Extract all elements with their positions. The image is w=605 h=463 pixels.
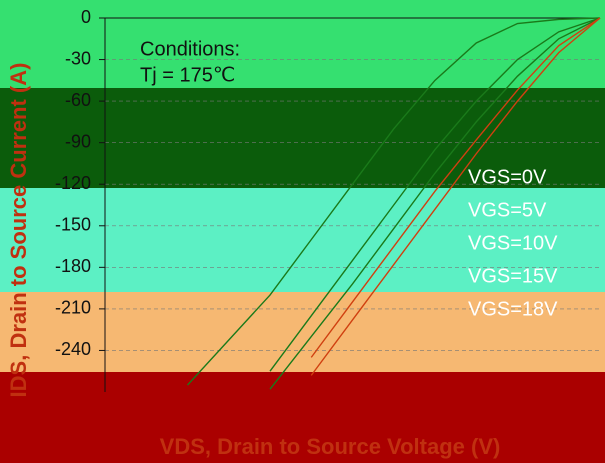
chart: 0 -30 -60 -90 -120 -150 -180 -210 -240 Condition…: [0, 0, 605, 463]
chart-subtitle: Tj = 175℃: [140, 64, 235, 86]
y-tick-label: 0: [81, 7, 91, 27]
legend-entry: VGS=0V: [468, 166, 547, 188]
y-tick-label: -210: [55, 298, 91, 318]
y-tick-label: -150: [55, 215, 91, 235]
y-tick-label: -180: [55, 256, 91, 276]
y-tick-label: -90: [65, 131, 91, 151]
y-tick-label: -30: [65, 48, 91, 68]
legend-entry: VGS=18V: [468, 298, 558, 320]
legend-entry: VGS=5V: [468, 199, 547, 221]
legend-entry: VGS=10V: [468, 232, 558, 254]
legend-entry: VGS=15V: [468, 265, 558, 287]
y-axis-label: IDS, Drain to Source Current (A): [6, 63, 31, 398]
y-tick-label: -120: [55, 173, 91, 193]
x-axis-label: VDS, Drain to Source Voltage (V): [160, 434, 501, 459]
y-tick-label: -240: [55, 339, 91, 359]
y-tick-label: -60: [65, 90, 91, 110]
chart-title: Conditions:: [140, 38, 240, 60]
